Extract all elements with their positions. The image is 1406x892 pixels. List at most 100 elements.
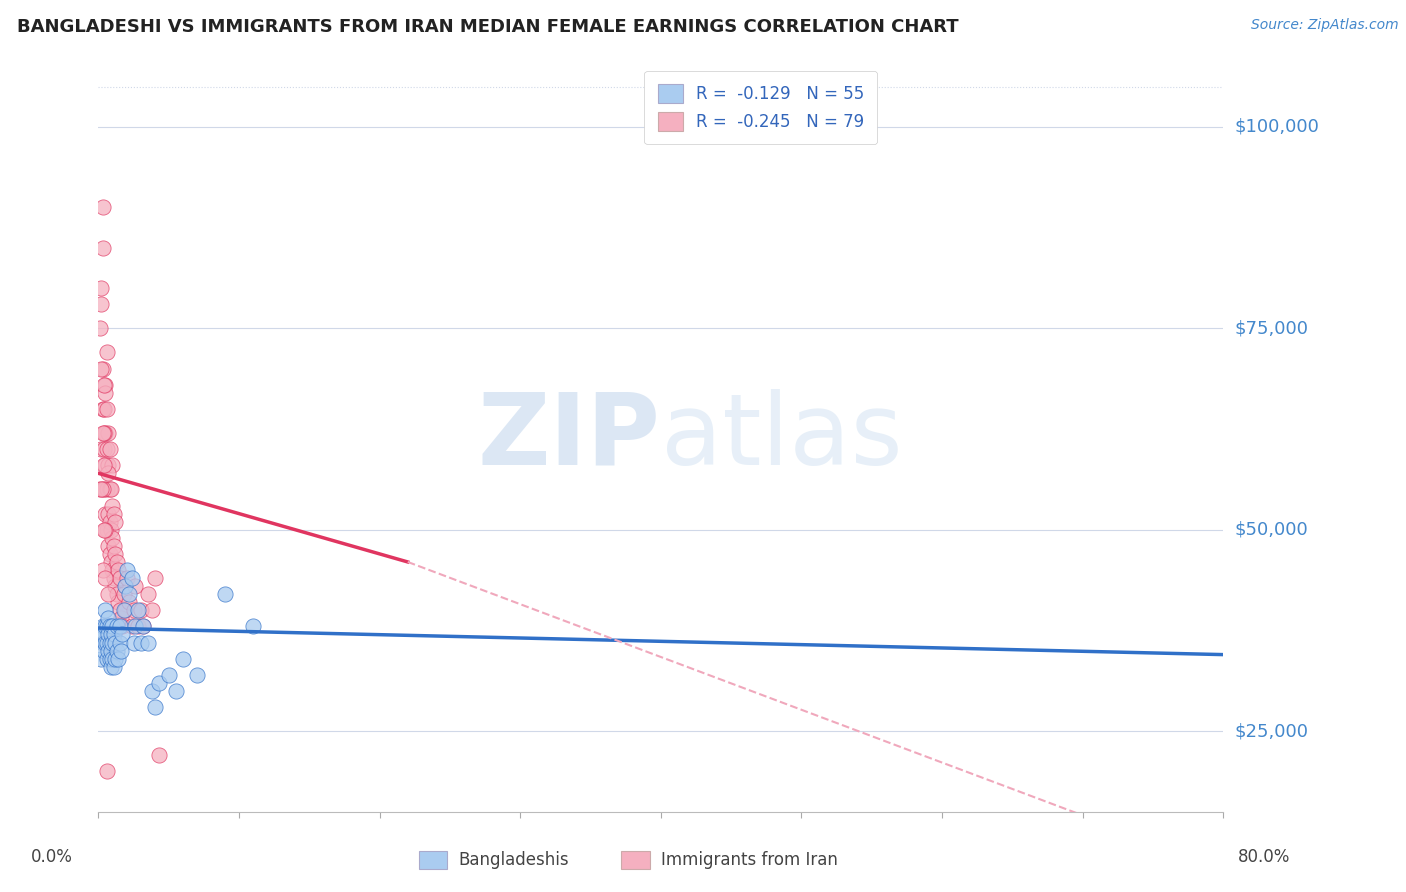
Point — [90, 442, 112, 457]
Point — [90, 297, 112, 311]
Point — [143, 571, 166, 585]
Point — [107, 651, 129, 665]
Point — [100, 483, 122, 497]
Point — [97, 611, 120, 625]
Point — [114, 603, 136, 617]
Point — [93, 458, 115, 473]
Point — [242, 619, 264, 633]
Point — [103, 659, 125, 673]
Point — [104, 547, 127, 561]
Point — [91, 563, 114, 577]
Point — [90, 361, 112, 376]
Text: atlas: atlas — [661, 389, 903, 485]
Point — [91, 425, 114, 440]
Point — [100, 555, 122, 569]
Point — [148, 675, 170, 690]
Point — [93, 523, 115, 537]
Point — [105, 643, 128, 657]
Point — [141, 684, 163, 698]
Point — [132, 619, 155, 633]
Point — [112, 587, 135, 601]
Point — [93, 643, 115, 657]
Point — [111, 627, 134, 641]
Point — [97, 643, 120, 657]
Point — [127, 619, 149, 633]
Point — [94, 377, 117, 392]
FancyBboxPatch shape — [621, 851, 650, 870]
Point — [98, 651, 121, 665]
Point — [129, 603, 152, 617]
Point — [98, 483, 121, 497]
Point — [96, 345, 118, 359]
Point — [94, 458, 117, 473]
Point — [101, 458, 124, 473]
Point — [93, 442, 115, 457]
FancyBboxPatch shape — [419, 851, 447, 870]
Point — [90, 651, 112, 665]
Text: $50,000: $50,000 — [1234, 521, 1308, 539]
Point — [89, 321, 111, 335]
Point — [100, 627, 122, 641]
Point — [111, 619, 134, 633]
Point — [157, 667, 180, 681]
Point — [93, 483, 115, 497]
Point — [97, 539, 120, 553]
Point — [96, 523, 118, 537]
Point — [112, 603, 135, 617]
Point — [94, 523, 117, 537]
Point — [98, 547, 121, 561]
Point — [93, 627, 115, 641]
Text: 0.0%: 0.0% — [31, 847, 73, 865]
Point — [214, 587, 236, 601]
Point — [103, 507, 125, 521]
Point — [127, 603, 149, 617]
Point — [101, 563, 124, 577]
Point — [96, 764, 118, 779]
Point — [97, 507, 120, 521]
Point — [91, 619, 114, 633]
Point — [105, 555, 128, 569]
Point — [97, 587, 120, 601]
Point — [103, 539, 125, 553]
Point — [101, 651, 124, 665]
Point — [91, 241, 114, 255]
Point — [90, 483, 112, 497]
Point — [97, 627, 120, 641]
Text: BANGLADESHI VS IMMIGRANTS FROM IRAN MEDIAN FEMALE EARNINGS CORRELATION CHART: BANGLADESHI VS IMMIGRANTS FROM IRAN MEDI… — [17, 18, 959, 36]
Point — [104, 635, 127, 649]
Point — [97, 467, 120, 481]
Point — [93, 425, 115, 440]
Point — [121, 571, 143, 585]
Point — [93, 377, 115, 392]
Point — [172, 651, 194, 665]
Point — [101, 531, 124, 545]
Point — [107, 595, 129, 609]
Point — [94, 619, 117, 633]
Point — [129, 635, 152, 649]
Point — [89, 627, 111, 641]
Point — [98, 635, 121, 649]
Point — [94, 425, 117, 440]
Point — [100, 659, 122, 673]
Point — [104, 579, 127, 593]
Point — [118, 595, 141, 609]
Point — [107, 563, 129, 577]
Point — [122, 603, 145, 617]
Point — [96, 442, 118, 457]
Point — [96, 651, 118, 665]
Point — [124, 619, 146, 633]
Point — [115, 563, 138, 577]
Text: $75,000: $75,000 — [1234, 319, 1309, 337]
Point — [110, 643, 132, 657]
Point — [98, 442, 121, 457]
Point — [96, 401, 118, 416]
Point — [91, 361, 114, 376]
Point — [94, 571, 117, 585]
Text: $100,000: $100,000 — [1234, 118, 1319, 136]
Point — [91, 401, 114, 416]
Point — [101, 619, 124, 633]
Point — [165, 684, 187, 698]
Point — [115, 571, 138, 585]
Point — [96, 483, 118, 497]
Point — [122, 635, 145, 649]
